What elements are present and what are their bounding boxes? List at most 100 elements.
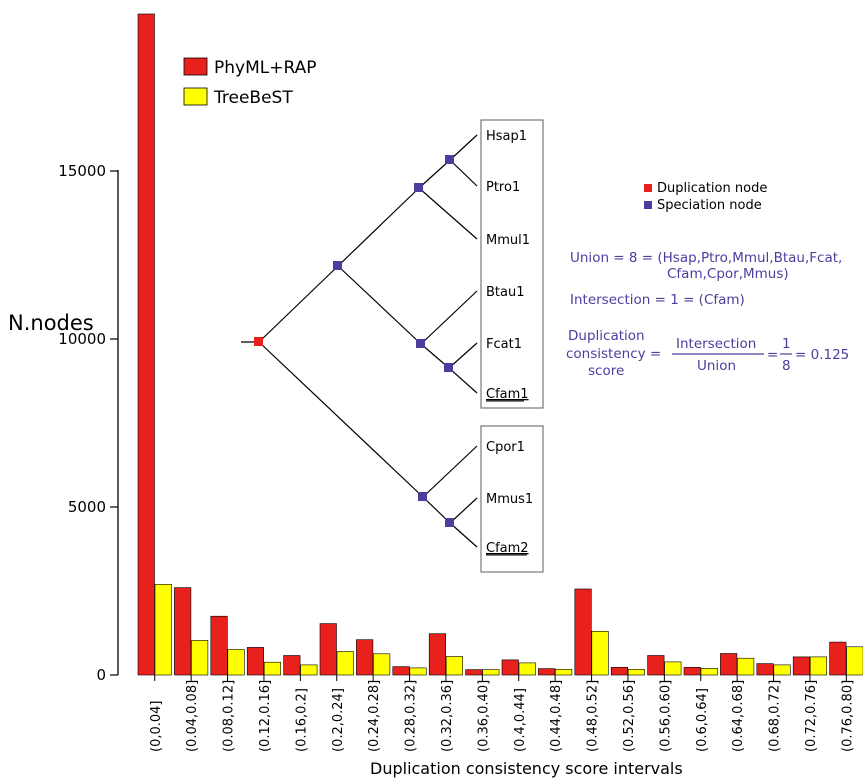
leaf-label: Mmul1: [486, 233, 530, 248]
x-tick-label: (0.56,0.60]: [658, 680, 673, 752]
x-tick-label: (0.36,0.40]: [476, 680, 491, 752]
leaf-label: Fcat1: [486, 337, 522, 352]
x-tick-label: (0,0.04]: [149, 701, 164, 753]
leaf-label-underlined: Cfam2: [486, 541, 529, 556]
tree-edge: [448, 342, 478, 369]
speciation-node: [444, 363, 453, 372]
x-tick-label: (0.04,0.08]: [185, 680, 200, 752]
tree-edge: [449, 522, 478, 548]
legend-swatch-phyml: [183, 57, 208, 76]
equals-sign: =: [767, 347, 778, 363]
bars-group: [137, 13, 863, 676]
legend: PhyML+RAP TreeBeST: [183, 57, 316, 108]
leaf-label: Hsap1: [486, 129, 527, 144]
y-ticks: 0 5000 10000 15000: [58, 162, 118, 684]
bar-treebest-3: [263, 661, 282, 676]
bar-treebest-15: [700, 667, 718, 676]
bar-phyml-3: [246, 647, 264, 676]
bar-phyml-18: [792, 656, 811, 676]
bar-treebest-13: [627, 668, 646, 676]
x-axis-label: Duplication consistency score intervals: [370, 759, 683, 778]
bar-treebest-16: [737, 657, 755, 676]
x-tick-label: (0.76,0.80]: [840, 680, 855, 752]
bar-treebest-0: [154, 583, 172, 676]
leaf-label-underlined: Cfam1: [486, 387, 529, 402]
duplication-node-label: Duplication node: [657, 181, 767, 196]
bar-phyml-1: [174, 587, 192, 676]
x-tick-label: (0.16,0.2]: [294, 688, 309, 752]
bar-phyml-6: [356, 639, 374, 676]
tree-edge: [449, 497, 478, 524]
intersection-line: Intersection = 1 = (Cfam): [570, 292, 745, 308]
y-tick-label: 15000: [58, 162, 106, 180]
speciation-node: [416, 339, 425, 348]
leaf-label: Cpor1: [486, 440, 525, 455]
union-line-2: Cfam,Cpor,Mmus): [667, 266, 789, 282]
leaf-label: Mmus1: [486, 492, 533, 507]
x-tick-label: (0.52,0.56]: [622, 680, 637, 752]
bar-phyml-2: [210, 615, 228, 676]
bar-phyml-17: [756, 663, 774, 676]
tree-edge: [418, 159, 451, 189]
x-tick-label: (0.12,0.16]: [258, 680, 273, 752]
leaf-box-group1: [480, 119, 544, 409]
y-tick-label: 5000: [68, 498, 106, 516]
speciation-node: [418, 492, 427, 501]
tree-edge: [449, 159, 478, 187]
category-labels: (0,0.04] (0.04,0.08] (0.08,0.12] (0.12,0.16…: [149, 675, 855, 753]
x-tick-label: (0.68,0.72]: [768, 680, 783, 752]
tree-edge: [420, 290, 478, 345]
speciation-node: [445, 155, 454, 164]
x-tick-label: (0.6,0.64]: [695, 688, 710, 752]
gene-tree-diagram: [241, 119, 544, 573]
bar-phyml-0: [137, 13, 155, 676]
legend-swatch-treebest: [183, 87, 208, 106]
tree-edge: [448, 367, 478, 394]
x-tick-label: (0.32,0.36]: [440, 680, 455, 752]
bar-treebest-14: [664, 661, 682, 676]
x-tick-label: (0.44,0.48]: [549, 680, 564, 752]
bar-phyml-9: [465, 669, 483, 676]
legend-label-treebest: TreeBeST: [213, 88, 293, 108]
bar-phyml-8: [428, 633, 447, 676]
speciation-node: [445, 518, 454, 527]
bar-treebest-18: [809, 656, 828, 676]
duplication-node: [254, 337, 263, 346]
speciation-node: [414, 183, 423, 192]
bar-phyml-7: [392, 666, 410, 676]
tree-edge: [449, 134, 478, 161]
fraction-denominator: Union: [697, 358, 736, 374]
fraction2-numerator: 1: [782, 336, 791, 352]
bar-treebest-10: [518, 662, 536, 676]
score-explanation: Union = 8 = (Hsap,Ptro,Mmul,Btau,Fcat, C…: [566, 250, 849, 379]
score-label-3: score: [588, 363, 624, 379]
x-tick-label: (0.08,0.12]: [222, 680, 237, 752]
x-tick-label: (0.4,0.44]: [513, 688, 528, 752]
score-label-1: Duplication: [568, 328, 645, 344]
bar-phyml-16: [720, 653, 738, 676]
bar-treebest-9: [482, 669, 500, 676]
tree-edge: [337, 187, 420, 267]
bar-treebest-12: [591, 630, 609, 676]
leaf-label: Btau1: [486, 285, 525, 300]
bar-phyml-4: [283, 655, 301, 676]
bar-treebest-19: [846, 646, 863, 676]
bar-phyml-15: [683, 666, 701, 676]
union-line-1: Union = 8 = (Hsap,Ptro,Mmul,Btau,Fcat,: [570, 250, 842, 266]
speciation-node-label: Speciation node: [657, 198, 762, 213]
x-tick-label: (0.48,0.52]: [586, 680, 601, 752]
bar-phyml-19: [829, 641, 847, 676]
bar-phyml-5: [319, 623, 337, 676]
bar-phyml-13: [610, 666, 629, 676]
bar-treebest-11: [555, 668, 573, 676]
bar-treebest-4: [300, 664, 318, 676]
result-value: = 0.125: [795, 347, 849, 363]
y-tick-label: 10000: [58, 330, 106, 348]
leaf-labels: Hsap1 Ptro1 Mmul1 Btau1 Fcat1 Cfam1 Cpor…: [486, 129, 533, 556]
score-label-2: consistency =: [566, 346, 661, 362]
x-tick-label: (0.72,0.76]: [804, 680, 819, 752]
tree-edge: [258, 265, 339, 343]
bar-phyml-10: [501, 659, 519, 676]
speciation-node: [333, 261, 342, 270]
bar-treebest-8: [445, 656, 464, 676]
